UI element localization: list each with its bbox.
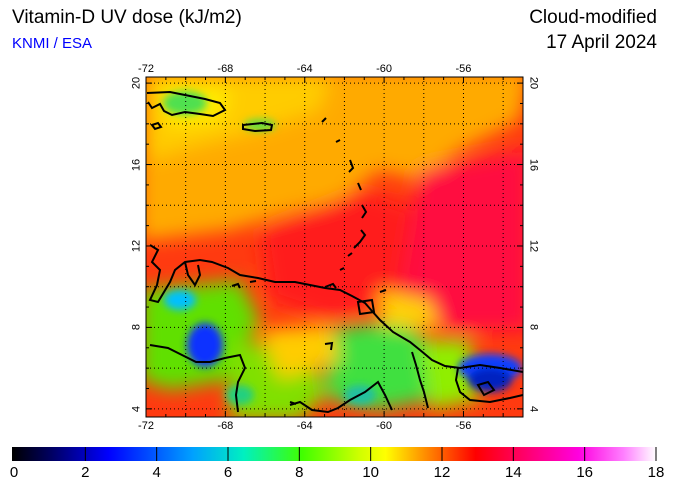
lon-tick-bottom-label: -56 [455, 420, 472, 432]
colorbar-tick-label: 18 [647, 464, 665, 481]
lon-tick-top-label: -56 [455, 63, 472, 75]
colorbar-tick-label: 2 [81, 464, 90, 481]
frame-ticks [145, 77, 524, 417]
lat-tick-right-label: 20 [527, 76, 540, 90]
lon-tick-bottom-label: -72 [138, 420, 154, 432]
lon-tick-top-label: -68 [217, 63, 234, 75]
product-label: Cloud-modified [529, 7, 657, 28]
lon-tick-bottom-label: -60 [376, 420, 393, 432]
map-title: Vitamin-D UV dose (kJ/m2) [12, 7, 242, 28]
lon-tick-bottom-label: -68 [217, 420, 234, 432]
lat-tick-right-label: 8 [527, 324, 540, 331]
lat-tick-left-label: 20 [130, 76, 143, 90]
lat-tick-left-label: 12 [130, 239, 143, 253]
colorbar-tick-label: 4 [152, 464, 161, 481]
lat-tick-right-label: 16 [527, 158, 540, 171]
colorbar-tick-label: 14 [504, 464, 522, 481]
lat-tick-right-label: 4 [527, 405, 540, 412]
date-label: 17 April 2024 [546, 32, 657, 53]
colorbar-tick-label: 6 [223, 464, 233, 481]
lat-tick-left-label: 16 [130, 158, 143, 171]
organization-label: KNMI / ESA [12, 35, 93, 52]
coastlines [146, 90, 523, 414]
map-frame [145, 76, 524, 418]
lat-tick-left-label: 8 [130, 324, 143, 331]
colorbar-tick-label: 16 [576, 464, 593, 481]
lon-tick-bottom-label: -64 [296, 420, 313, 432]
colorbar-tick-label: 12 [433, 464, 451, 481]
lon-tick-top-label: -72 [138, 63, 154, 75]
colorbar-tick-label: 8 [295, 464, 304, 481]
lon-tick-top-label: -60 [376, 63, 393, 75]
lat-tick-right-label: 12 [527, 239, 540, 253]
uv-dose-field [146, 77, 523, 417]
colorbar-ticks [13, 447, 657, 461]
colorbar [12, 447, 656, 461]
colorbar-tick-label: 10 [362, 464, 379, 481]
lat-tick-left-label: 4 [130, 405, 143, 412]
lon-tick-top-label: -64 [296, 63, 313, 75]
colorbar-tick-label: 0 [9, 464, 19, 481]
